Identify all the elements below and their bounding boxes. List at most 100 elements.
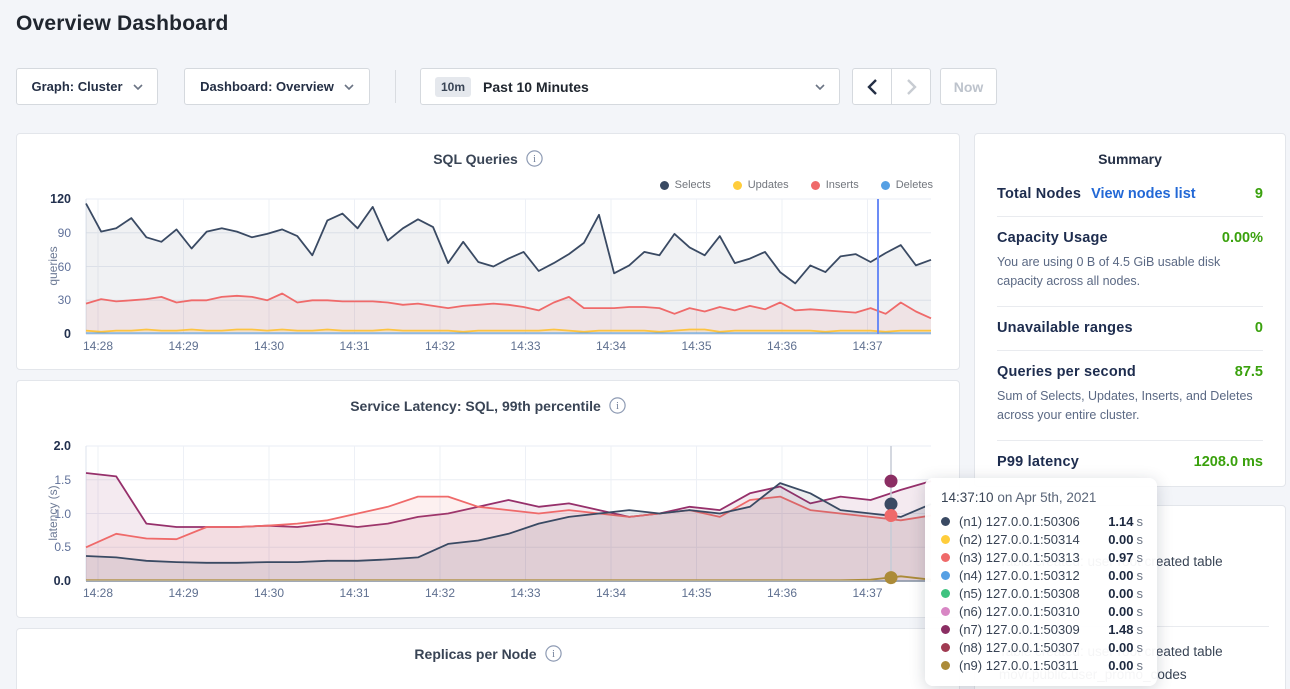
x-tick-label: 14:37 bbox=[852, 339, 883, 353]
stat-label: Unavailable ranges bbox=[997, 319, 1133, 336]
tooltip-value-unit: s bbox=[1136, 585, 1144, 601]
dashboard-label: Dashboard: Overview bbox=[200, 79, 334, 94]
legend-label: Updates bbox=[747, 179, 789, 191]
tooltip-node-value: 1.48 bbox=[1108, 621, 1134, 637]
stat-description: Sum of Selects, Updates, Inserts, and De… bbox=[997, 388, 1253, 423]
x-tick-label: 14:34 bbox=[595, 339, 627, 353]
time-prev-button[interactable] bbox=[852, 68, 892, 105]
tooltip-node-row: (n3) 127.0.0.1:50313 0.97 s bbox=[941, 548, 1143, 566]
tooltip-node-name: (n7) 127.0.0.1:50309 bbox=[959, 621, 1080, 637]
chevron-down-icon bbox=[344, 83, 354, 90]
x-tick-label: 14:30 bbox=[253, 339, 285, 353]
tooltip-value-unit: s bbox=[1136, 567, 1144, 583]
chevron-right-icon bbox=[906, 78, 917, 95]
page-title: Overview Dashboard bbox=[16, 12, 229, 35]
tooltip-value-unit: s bbox=[1136, 531, 1144, 547]
view-nodes-list-link[interactable]: View nodes list bbox=[1091, 186, 1196, 202]
stat-label: P99 latency bbox=[997, 453, 1079, 470]
info-icon[interactable]: i bbox=[609, 397, 626, 414]
svg-text:i: i bbox=[552, 649, 555, 660]
legend-dot-icon bbox=[810, 180, 820, 190]
legend-item-selects[interactable]: Selects bbox=[659, 179, 711, 191]
chart-legend: Selects Updates Inserts Deletes bbox=[659, 179, 933, 191]
tooltip-node-name: (n8) 127.0.0.1:50307 bbox=[959, 639, 1080, 655]
y-tick-label: 0 bbox=[64, 327, 71, 341]
tooltip-value-unit: s bbox=[1136, 639, 1144, 655]
stat-queries-per-second: Queries per second 87.5 Sum of Selects, … bbox=[997, 351, 1263, 441]
graph-scope-label: Graph: Cluster bbox=[31, 79, 123, 94]
tooltip-node-row: (n7) 127.0.0.1:50309 1.48 s bbox=[941, 620, 1143, 638]
stat-value: 87.5 bbox=[1234, 363, 1263, 380]
sql-queries-chart[interactable] bbox=[85, 198, 932, 335]
graph-scope-dropdown[interactable]: Graph: Cluster bbox=[16, 68, 158, 105]
tooltip-node-row: (n1) 127.0.0.1:50306 1.14 s bbox=[941, 512, 1143, 530]
time-range-badge: 10m bbox=[435, 76, 472, 97]
node-series-dot-icon bbox=[941, 552, 950, 562]
stat-total-nodes: Total Nodes View nodes list 9 bbox=[997, 173, 1263, 217]
x-axis-labels: 14:28 14:29 14:30 14:31 14:32 14:33 14:34 14:35… bbox=[83, 586, 931, 602]
tooltip-node-value: 0.00 bbox=[1108, 603, 1134, 619]
tooltip-value-unit: s bbox=[1136, 621, 1144, 637]
dashboard-dropdown[interactable]: Dashboard: Overview bbox=[184, 68, 370, 105]
tooltip-node-value: 0.97 bbox=[1108, 549, 1134, 565]
tooltip-value-unit: s bbox=[1136, 657, 1144, 673]
tooltip-node-row: (n6) 127.0.0.1:50310 0.00 s bbox=[941, 602, 1143, 620]
x-tick-label: 14:33 bbox=[510, 339, 541, 353]
chevron-down-icon bbox=[815, 83, 825, 90]
y-axis-title: queries bbox=[46, 246, 60, 286]
tooltip-value-unit: s bbox=[1136, 513, 1144, 529]
x-tick-label: 14:31 bbox=[339, 586, 370, 600]
stat-label: Capacity Usage bbox=[997, 230, 1108, 246]
y-tick-label: 120 bbox=[50, 192, 71, 206]
x-tick-label: 14:35 bbox=[681, 339, 712, 353]
legend-item-updates[interactable]: Updates bbox=[732, 179, 789, 191]
replicas-per-node-card: Replicas per Node i bbox=[16, 628, 960, 689]
legend-item-inserts[interactable]: Inserts bbox=[810, 179, 859, 191]
tooltip-node-value: 0.00 bbox=[1108, 567, 1134, 583]
stat-value: 9 bbox=[1254, 186, 1263, 202]
tooltip-node-name: (n2) 127.0.0.1:50314 bbox=[959, 531, 1080, 547]
node-series-dot-icon bbox=[941, 516, 950, 526]
stat-value: 0.00% bbox=[1221, 230, 1263, 246]
sql-queries-card: SQL Queries i Selects Updates Inserts Delet… bbox=[16, 133, 960, 370]
tooltip-value-unit: s bbox=[1136, 603, 1144, 619]
tooltip-timestamp: 14:37:10 on Apr 5th, 2021 bbox=[941, 490, 1097, 505]
legend-dot-icon bbox=[659, 180, 669, 190]
time-range-label: Past 10 Minutes bbox=[483, 78, 589, 95]
node-series-dot-icon bbox=[941, 606, 950, 616]
legend-item-deletes[interactable]: Deletes bbox=[880, 179, 933, 191]
x-axis-labels: 14:28 14:29 14:30 14:31 14:32 14:33 14:34 14:35… bbox=[83, 339, 931, 355]
stat-label: Queries per second bbox=[997, 363, 1136, 380]
sql-queries-title: SQL Queries bbox=[433, 150, 518, 167]
stat-unavailable-ranges: Unavailable ranges 0 bbox=[997, 307, 1263, 351]
y-tick-label: 1.5 bbox=[54, 472, 71, 487]
service-latency-card: Service Latency: SQL, 99th percentile i … bbox=[16, 380, 960, 618]
stat-capacity-usage: Capacity Usage 0.00% You are using 0 B o… bbox=[997, 217, 1263, 307]
tooltip-node-name: (n4) 127.0.0.1:50312 bbox=[959, 567, 1080, 583]
tooltip-node-row: (n4) 127.0.0.1:50312 0.00 s bbox=[941, 566, 1143, 584]
x-tick-label: 14:33 bbox=[510, 586, 541, 600]
tooltip-node-name: (n9) 127.0.0.1:50311 bbox=[959, 657, 1079, 673]
time-range-dropdown[interactable]: 10m Past 10 Minutes bbox=[420, 68, 840, 105]
tooltip-node-row: (n5) 127.0.0.1:50308 0.00 s bbox=[941, 584, 1143, 602]
time-next-button[interactable] bbox=[891, 68, 931, 105]
service-latency-chart[interactable] bbox=[85, 445, 932, 585]
info-icon[interactable]: i bbox=[526, 150, 543, 167]
tooltip-node-row: (n2) 127.0.0.1:50314 0.00 s bbox=[941, 530, 1143, 548]
y-tick-label: 1.0 bbox=[54, 506, 71, 521]
x-tick-label: 14:35 bbox=[681, 586, 712, 600]
y-tick-label: 2.0 bbox=[53, 439, 71, 453]
tooltip-node-row: (n8) 127.0.0.1:50307 0.00 s bbox=[941, 638, 1143, 656]
info-icon[interactable]: i bbox=[544, 645, 562, 662]
controls-divider bbox=[395, 70, 396, 103]
now-button[interactable]: Now bbox=[940, 68, 997, 105]
replicas-per-node-title: Replicas per Node bbox=[414, 645, 537, 662]
summary-title: Summary bbox=[1098, 151, 1162, 167]
x-tick-label: 14:29 bbox=[168, 586, 199, 600]
legend-dot-icon bbox=[880, 180, 890, 190]
node-series-dot-icon bbox=[941, 534, 950, 544]
x-tick-label: 14:31 bbox=[339, 339, 370, 353]
node-series-dot-icon bbox=[941, 660, 950, 670]
x-tick-label: 14:30 bbox=[253, 586, 285, 600]
